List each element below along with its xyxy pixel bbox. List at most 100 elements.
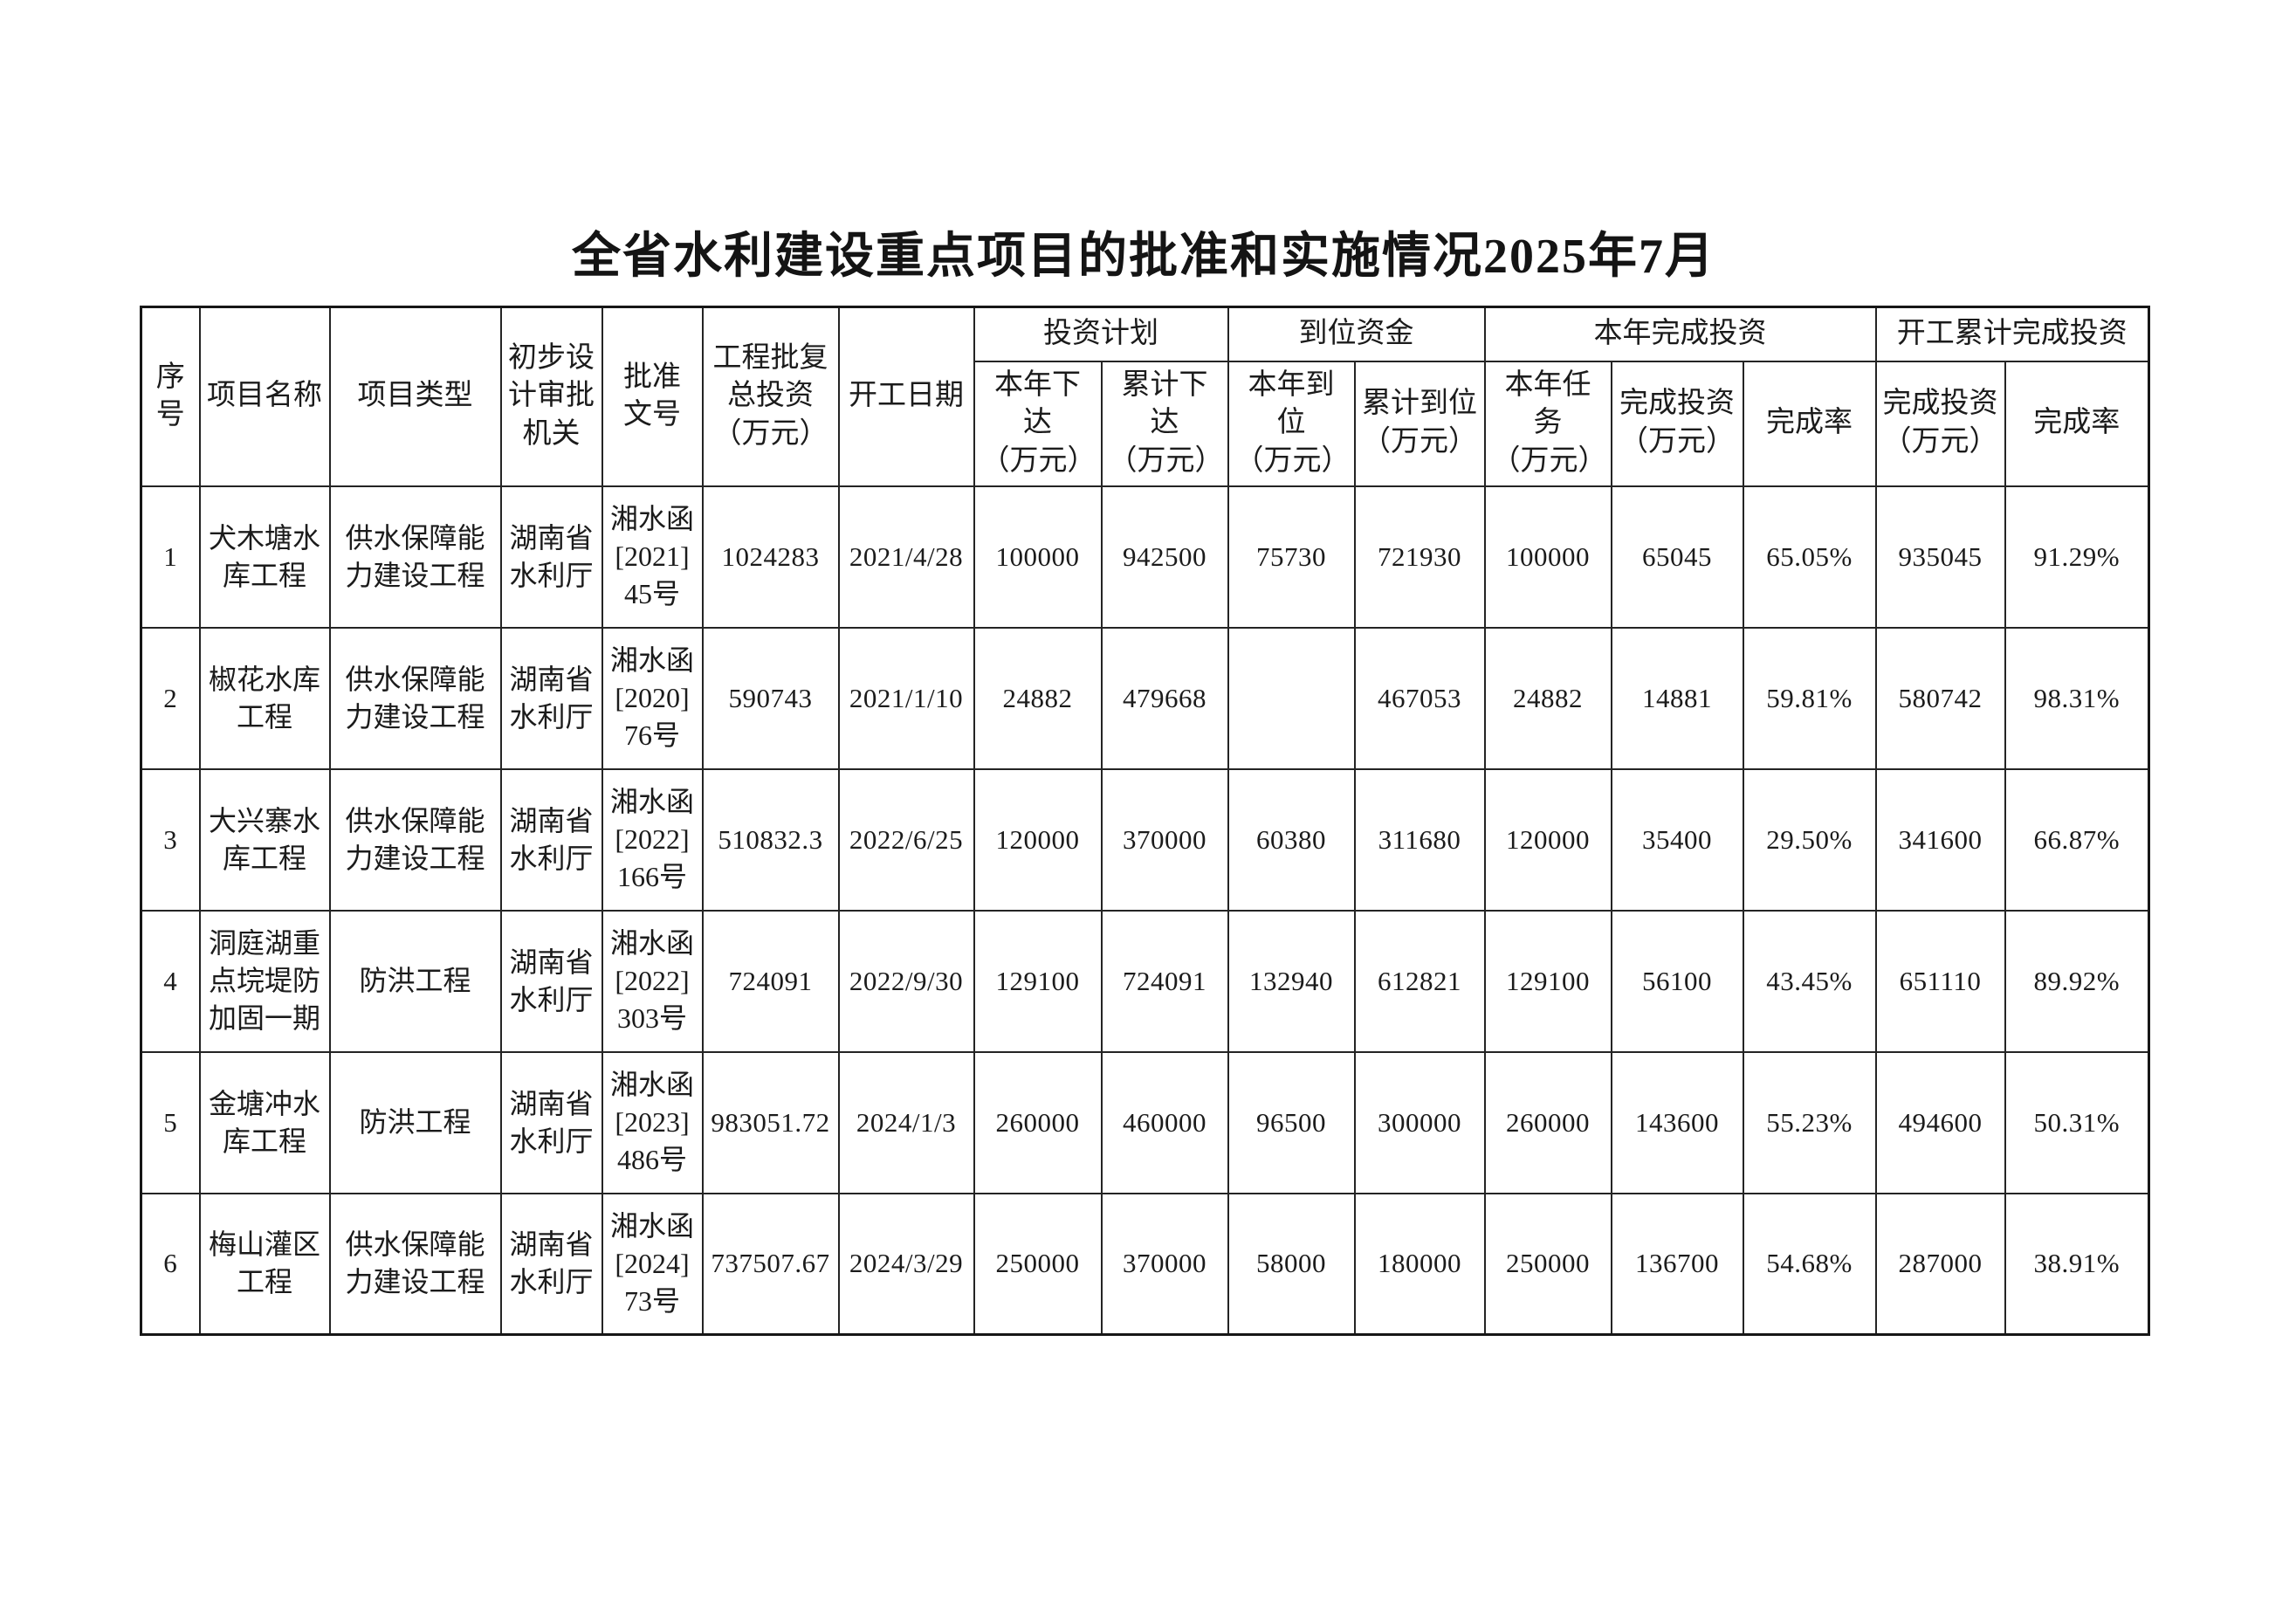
- cell-completed-rate: 65.05%: [1742, 485, 1877, 629]
- cell-total-investment: 983051.72: [701, 1050, 840, 1194]
- cell-completed-rate: 43.45%: [1742, 909, 1877, 1053]
- col-header-arrived-cum: 累计到位 （万元）: [1353, 360, 1486, 487]
- cell-arrived-year: [1227, 626, 1356, 770]
- col-header-total-investment: 工程批复 总投资 （万元）: [701, 306, 840, 487]
- cell-project-type: 供水保障能力建设工程: [328, 485, 502, 629]
- cell-completed-rate: 29.50%: [1742, 767, 1877, 912]
- cell-project-name: 梅山灌区工程: [198, 1192, 331, 1336]
- cell-seq: 5: [140, 1050, 201, 1194]
- cell-cum-completed-inv: 651110: [1874, 909, 2006, 1053]
- cell-cum-completed-rate: 38.91%: [2004, 1192, 2150, 1336]
- cell-completed-inv: 65045: [1610, 485, 1744, 629]
- col-header-cum-completed-inv: 完成投资 （万元）: [1874, 360, 2006, 487]
- cell-plan-year: 250000: [973, 1192, 1103, 1336]
- cell-plan-cum: 724091: [1100, 909, 1229, 1053]
- cell-plan-cum: 370000: [1100, 767, 1229, 912]
- cell-cum-completed-inv: 580742: [1874, 626, 2006, 770]
- cell-total-investment: 724091: [701, 909, 840, 1053]
- group-header-investment-plan: 投资计划: [973, 306, 1229, 362]
- table-row: 1 犬木塘水库工程 供水保障能力建设工程 湖南省水利厅 湘水函 [2021] 4…: [140, 485, 2150, 629]
- cell-completed-inv: 35400: [1610, 767, 1744, 912]
- group-header-year-completed: 本年完成投资: [1483, 306, 1877, 362]
- cell-seq: 2: [140, 626, 201, 770]
- cell-start-date: 2024/3/29: [837, 1192, 975, 1336]
- cell-project-type: 防洪工程: [328, 1050, 502, 1194]
- cell-plan-year: 129100: [973, 909, 1103, 1053]
- col-header-start-date: 开工日期: [837, 306, 975, 487]
- cell-project-name: 犬木塘水库工程: [198, 485, 331, 629]
- cell-approval-agency: 湖南省水利厅: [499, 1050, 603, 1194]
- header-sub-row: 本年下达 （万元） 累计下达 （万元） 本年到位 （万元） 累计到位 （万元） …: [141, 360, 2150, 487]
- col-header-project-name: 项目名称: [198, 306, 331, 487]
- table-row: 4 洞庭湖重点垸堤防加固一期 防洪工程 湖南省水利厅 湘水函 [2022] 30…: [140, 909, 2150, 1053]
- cell-total-investment: 737507.67: [701, 1192, 840, 1336]
- cell-completed-inv: 14881: [1610, 626, 1744, 770]
- cell-approval-agency: 湖南省水利厅: [499, 485, 603, 629]
- group-header-funds-arrived: 到位资金: [1227, 306, 1486, 362]
- col-header-arrived-year: 本年到位 （万元）: [1227, 360, 1356, 487]
- cell-total-investment: 510832.3: [701, 767, 840, 912]
- cell-plan-year: 120000: [973, 767, 1103, 912]
- cell-approval-doc: 湘水函 [2023] 486号: [601, 1050, 704, 1194]
- cell-start-date: 2024/1/3: [837, 1050, 975, 1194]
- cell-plan-cum: 460000: [1100, 1050, 1229, 1194]
- cell-arrived-cum: 180000: [1353, 1192, 1486, 1336]
- col-header-plan-year: 本年下达 （万元）: [973, 360, 1103, 487]
- cell-task-year: 129100: [1483, 909, 1612, 1053]
- cell-completed-inv: 56100: [1610, 909, 1744, 1053]
- cell-approval-agency: 湖南省水利厅: [499, 1192, 603, 1336]
- cell-project-type: 防洪工程: [328, 909, 502, 1053]
- cell-completed-inv: 136700: [1610, 1192, 1744, 1336]
- cell-seq: 3: [140, 767, 201, 912]
- cell-cum-completed-rate: 50.31%: [2004, 1050, 2150, 1194]
- cell-task-year: 120000: [1483, 767, 1612, 912]
- col-header-seq: 序 号: [140, 306, 201, 487]
- table-row: 6 梅山灌区工程 供水保障能力建设工程 湖南省水利厅 湘水函 [2024] 73…: [140, 1192, 2150, 1336]
- cell-arrived-cum: 300000: [1353, 1050, 1486, 1194]
- cell-cum-completed-rate: 89.92%: [2004, 909, 2150, 1053]
- cell-arrived-year: 132940: [1227, 909, 1356, 1053]
- cell-task-year: 100000: [1483, 485, 1612, 629]
- cell-start-date: 2021/1/10: [837, 626, 975, 770]
- cell-approval-agency: 湖南省水利厅: [499, 767, 603, 912]
- col-header-completed-inv: 完成投资 （万元）: [1610, 360, 1744, 487]
- table-body: 1 犬木塘水库工程 供水保障能力建设工程 湖南省水利厅 湘水函 [2021] 4…: [140, 485, 2150, 1336]
- col-header-approval-doc: 批准 文号: [601, 306, 704, 487]
- cell-project-type: 供水保障能力建设工程: [328, 767, 502, 912]
- cell-plan-cum: 942500: [1100, 485, 1229, 629]
- cell-task-year: 260000: [1483, 1050, 1612, 1194]
- cell-approval-agency: 湖南省水利厅: [499, 626, 603, 770]
- cell-cum-completed-rate: 91.29%: [2004, 485, 2150, 629]
- cell-plan-year: 100000: [973, 485, 1103, 629]
- cell-plan-cum: 370000: [1100, 1192, 1229, 1336]
- cell-seq: 4: [140, 909, 201, 1053]
- cell-project-type: 供水保障能力建设工程: [328, 1192, 502, 1336]
- cell-task-year: 24882: [1483, 626, 1612, 770]
- cell-project-name: 金塘冲水库工程: [198, 1050, 331, 1194]
- header-group-row: 序 号 项目名称 项目类型 初步设 计审批 机关 批准 文号 工程批复 总投资 …: [140, 306, 2150, 487]
- col-header-approval-agency: 初步设 计审批 机关: [499, 306, 603, 487]
- table-header: 序 号 项目名称 项目类型 初步设 计审批 机关 批准 文号 工程批复 总投资 …: [140, 306, 2150, 487]
- cell-task-year: 250000: [1483, 1192, 1612, 1336]
- cell-arrived-cum: 612821: [1353, 909, 1486, 1053]
- table-row: 5 金塘冲水库工程 防洪工程 湖南省水利厅 湘水函 [2023] 486号 98…: [140, 1050, 2150, 1194]
- cell-arrived-year: 60380: [1227, 767, 1356, 912]
- cell-approval-doc: 湘水函 [2021] 45号: [601, 485, 704, 629]
- cell-arrived-cum: 311680: [1353, 767, 1486, 912]
- cell-project-type: 供水保障能力建设工程: [328, 626, 502, 770]
- cell-completed-rate: 54.68%: [1742, 1192, 1877, 1336]
- cell-total-investment: 590743: [701, 626, 840, 770]
- cell-cum-completed-rate: 66.87%: [2004, 767, 2150, 912]
- cell-cum-completed-inv: 494600: [1874, 1050, 2006, 1194]
- cell-arrived-year: 58000: [1227, 1192, 1356, 1336]
- cell-approval-agency: 湖南省水利厅: [499, 909, 603, 1053]
- cell-project-name: 洞庭湖重点垸堤防加固一期: [198, 909, 331, 1053]
- cell-approval-doc: 湘水函 [2020] 76号: [601, 626, 704, 770]
- cell-cum-completed-inv: 935045: [1874, 485, 2006, 629]
- table-row: 3 大兴寨水库工程 供水保障能力建设工程 湖南省水利厅 湘水函 [2022] 1…: [140, 767, 2150, 912]
- cell-plan-year: 260000: [973, 1050, 1103, 1194]
- col-header-cum-completed-rate: 完成率: [2004, 360, 2150, 487]
- cell-seq: 6: [140, 1192, 201, 1336]
- cell-project-name: 大兴寨水库工程: [198, 767, 331, 912]
